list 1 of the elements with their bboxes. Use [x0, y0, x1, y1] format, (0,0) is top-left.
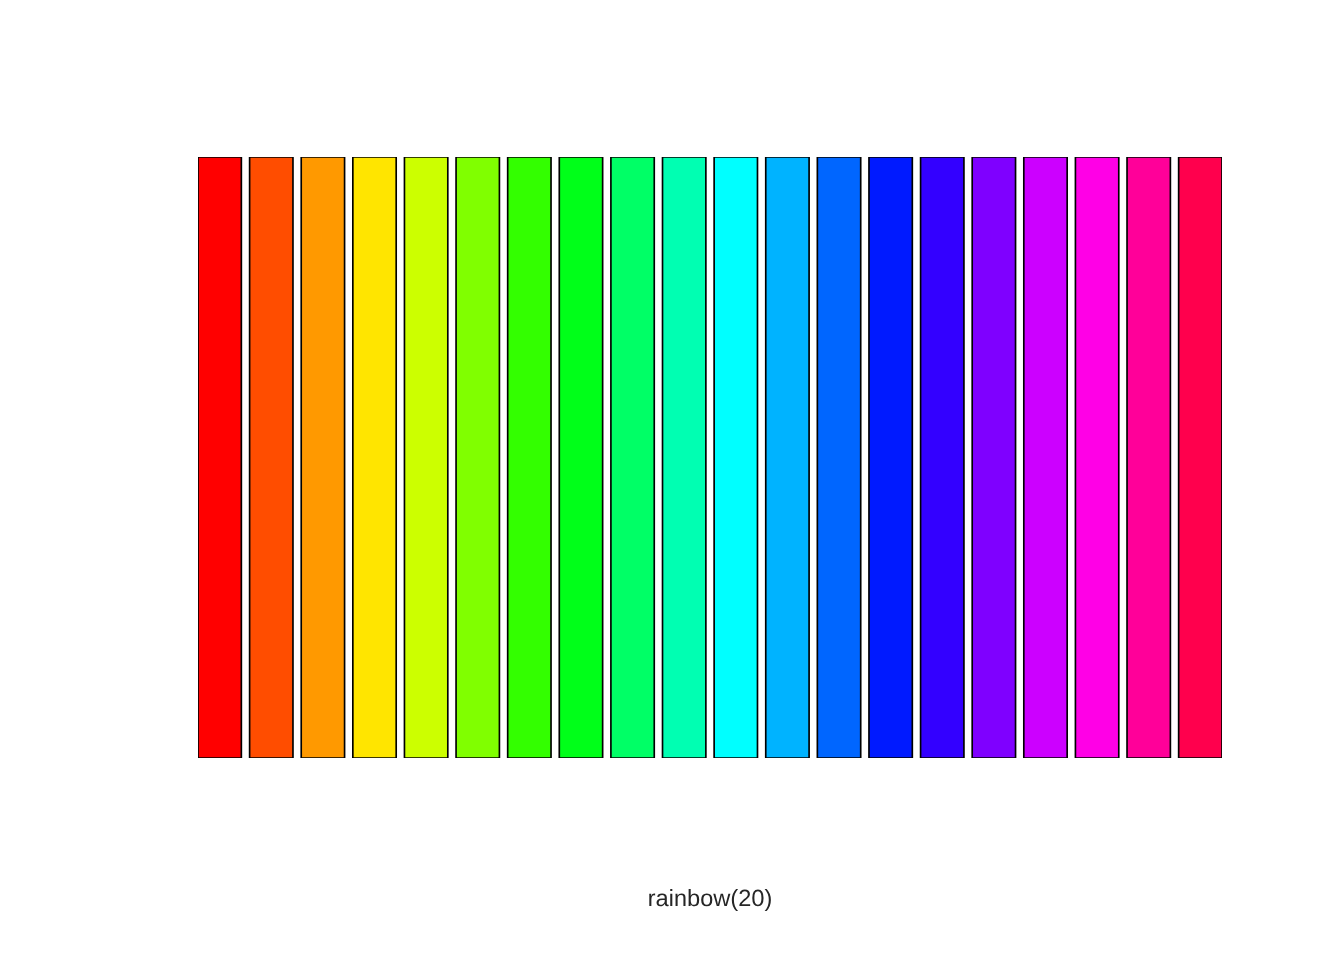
text: rainbow(20) [649, 888, 771, 911]
